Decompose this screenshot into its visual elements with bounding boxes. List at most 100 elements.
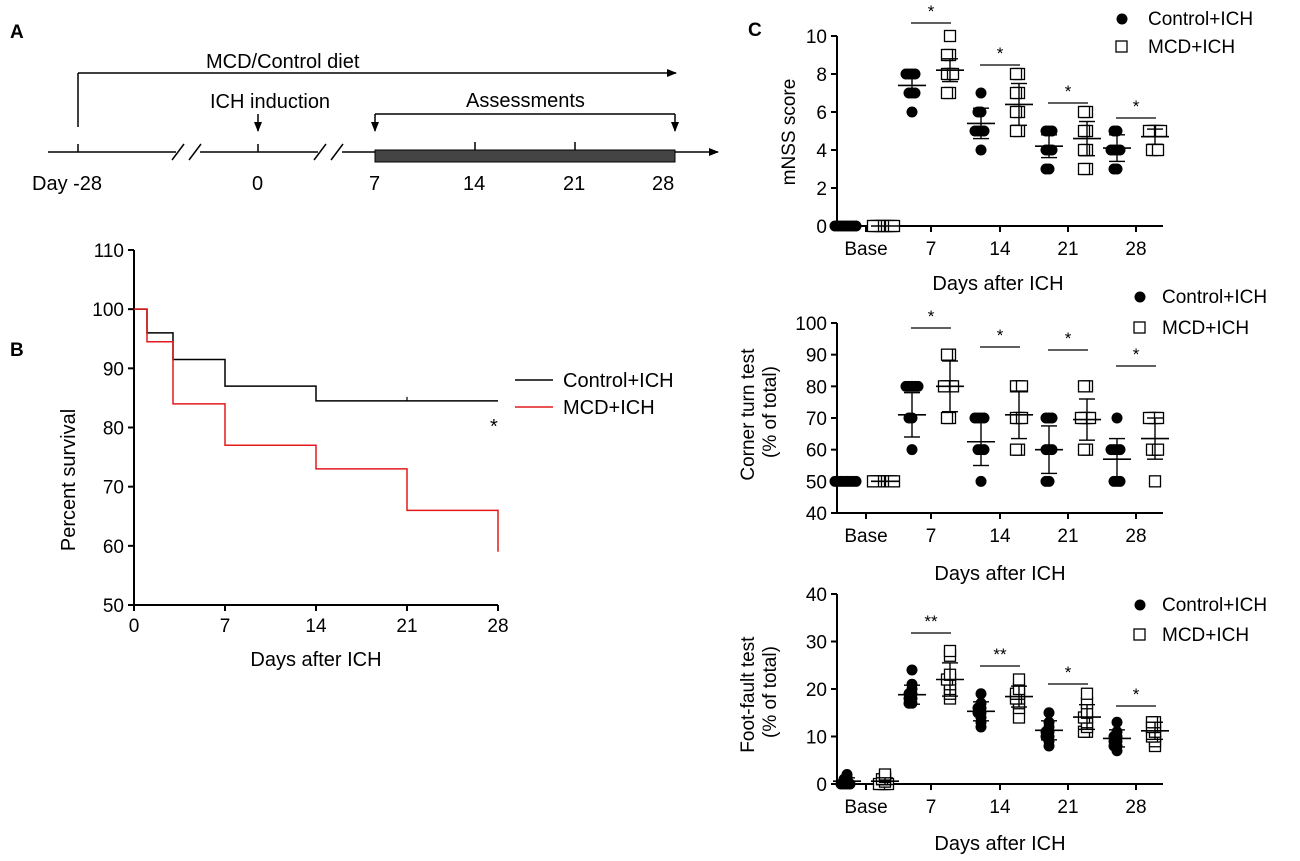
- corner-chart-point-control: [1046, 412, 1058, 424]
- mnss-legend-mcd: MCD+ICH: [1148, 37, 1235, 58]
- footfault-legend-marker-mcd: [1133, 628, 1146, 641]
- footfault-chart-y-tick-label: 0: [816, 775, 827, 796]
- corner-legend-control: Control+ICH: [1162, 287, 1267, 308]
- corner-chart-point-control: [975, 475, 987, 487]
- mnss-chart-point-mcd: [1142, 124, 1156, 138]
- corner-chart-x-tick-label: Base: [844, 526, 887, 547]
- axis-break-2b: [330, 143, 344, 161]
- corner-chart-point-mcd: [1077, 380, 1091, 393]
- footfault-chart-point-mcd: [943, 644, 957, 658]
- corner-chart-x-tick-label: 7: [926, 526, 937, 547]
- survival-y-tick-label: 90: [103, 359, 124, 380]
- corner-chart-point-mcd: [1015, 411, 1029, 425]
- mnss-chart-y-tick-label: 0: [816, 217, 827, 238]
- mnss-chart-point-mcd: [940, 86, 954, 100]
- corner-chart-point-mcd: [1074, 411, 1088, 425]
- footfault-chart-significance-mark: **: [924, 612, 938, 631]
- footfault-chart-point-control: [906, 664, 918, 676]
- corner-chart-y-tick-label: 50: [806, 472, 827, 493]
- footfault-chart-point-control: [1043, 707, 1055, 719]
- footfault-chart-point-mcd: [1012, 673, 1026, 686]
- footfault-chart-significance-mark: *: [1065, 663, 1072, 682]
- corner-chart-point-control: [1111, 412, 1123, 424]
- corner-chart-significance-mark: *: [1133, 345, 1140, 364]
- mnss-chart-point-control: [900, 68, 912, 80]
- footfault-chart-significance-mark: **: [993, 645, 1007, 664]
- corner-chart-point-control: [1105, 444, 1117, 456]
- day-label-21: 21: [563, 173, 585, 195]
- panel-label-b: B: [10, 340, 24, 361]
- mnss-chart-point-mcd: [1154, 124, 1168, 138]
- footfault-y-axis-title: Foot-fault test (% of total): [738, 631, 781, 752]
- footfault-chart-x-tick-label: 14: [989, 797, 1011, 818]
- mnss-chart-point-control: [1040, 163, 1052, 175]
- corner-chart-point-control: [1040, 475, 1052, 487]
- footfault-x-axis-title: Days after ICH: [934, 833, 1065, 855]
- survival-x-axis-title: Days after ICH: [250, 649, 381, 671]
- mnss-chart-point-mcd: [940, 48, 954, 62]
- panel-a: A MCD/Control diet ICH induction Assessm…: [10, 22, 719, 195]
- panel-label-a: A: [10, 22, 24, 43]
- mnss-chart-x-tick-label: 14: [989, 239, 1011, 260]
- mnss-chart-point-mcd: [1009, 124, 1023, 138]
- induction-label: ICH induction: [210, 91, 330, 113]
- mnss-chart-point-control: [975, 87, 987, 99]
- footfault-panel: 0 10 20 30 40 Base 7 ** 14 ** 21 * 28 * Foot-fault te…: [738, 585, 1267, 855]
- mnss-chart-point-mcd: [1009, 86, 1023, 100]
- diet-label: MCD/Control diet: [206, 51, 360, 73]
- mnss-chart-point-mcd: [1077, 162, 1091, 176]
- mnss-x-axis-title: Days after ICH: [932, 273, 1063, 295]
- corner-chart-point-control: [900, 380, 912, 392]
- mnss-chart-point-mcd: [946, 67, 960, 81]
- mnss-chart-x-tick-label: Base: [844, 239, 887, 260]
- day-label-14: 14: [463, 173, 485, 195]
- mnss-chart-point-mcd: [943, 29, 957, 43]
- survival-y-axis-title: Percent survival: [58, 409, 80, 551]
- mnss-chart-significance-mark: *: [928, 2, 935, 21]
- footfault-chart-x-tick-label: Base: [844, 797, 887, 818]
- survival-y-tick-label: 70: [103, 478, 124, 499]
- mnss-chart-point-mcd: [1077, 105, 1091, 119]
- survival-y-tick-label: 110: [94, 241, 124, 262]
- survival-y-tick-label: 60: [103, 537, 124, 558]
- survival-x-tick-label: 0: [129, 616, 140, 637]
- corner-chart-x-tick-label: 14: [989, 526, 1011, 547]
- corner-chart-point-control: [978, 444, 990, 456]
- mnss-chart: 0 2 4 6 8 10 Base 7 * 14 * 21 * 28 *: [806, 2, 1169, 260]
- footfault-y-title-line1: Foot-fault test: [738, 636, 759, 753]
- mnss-legend-marker-mcd: [1115, 40, 1128, 53]
- mnss-chart-point-control: [1046, 125, 1058, 137]
- corner-chart-point-mcd: [940, 411, 954, 425]
- mnss-chart-point-control: [975, 144, 987, 156]
- mnss-chart-point-mcd: [1009, 67, 1023, 81]
- corner-chart-x-tick-label: 28: [1125, 526, 1146, 547]
- mnss-legend-control: Control+ICH: [1148, 9, 1253, 30]
- footfault-chart-y-tick-label: 30: [806, 633, 827, 654]
- survival-significance: *: [490, 416, 498, 438]
- mnss-panel: 0 2 4 6 8 10 Base 7 * 14 * 21 * 28 * mNSS score Days a…: [779, 2, 1253, 295]
- corner-chart-significance-mark: *: [1065, 329, 1072, 348]
- footfault-chart-point-control: [975, 688, 987, 700]
- survival-y-tick-label: 80: [103, 419, 124, 440]
- mnss-chart-x-tick-label: 7: [926, 239, 937, 260]
- survival-y-tick-label: 50: [103, 596, 124, 617]
- footfault-chart-x-tick-label: 21: [1057, 797, 1078, 818]
- mnss-chart-point-mcd: [1009, 105, 1023, 119]
- mnss-y-axis-title: mNSS score: [779, 79, 800, 186]
- corner-chart-point-control: [906, 444, 918, 456]
- assessments-label: Assessments: [466, 90, 585, 112]
- mnss-chart-point-control: [1108, 125, 1120, 137]
- axis-break-2a: [313, 143, 327, 161]
- mnss-chart-y-tick-label: 4: [816, 141, 827, 162]
- footfault-chart: 0 10 20 30 40 Base 7 ** 14 ** 21 * 28 *: [806, 585, 1169, 818]
- footfault-chart-point-control: [906, 678, 918, 690]
- corner-y-title-line2: (% of total): [760, 366, 781, 458]
- survival-x-tick-label: 28: [487, 616, 508, 637]
- day-label-7: 7: [369, 173, 380, 195]
- panel-label-c: C: [748, 20, 762, 41]
- footfault-y-title-line2: (% of total): [760, 646, 781, 738]
- mnss-chart-significance-mark: *: [997, 44, 1004, 63]
- footfault-legend-marker-control: [1134, 599, 1146, 611]
- corner-chart-point-control: [912, 380, 924, 392]
- mnss-chart-significance-mark: *: [1065, 82, 1072, 101]
